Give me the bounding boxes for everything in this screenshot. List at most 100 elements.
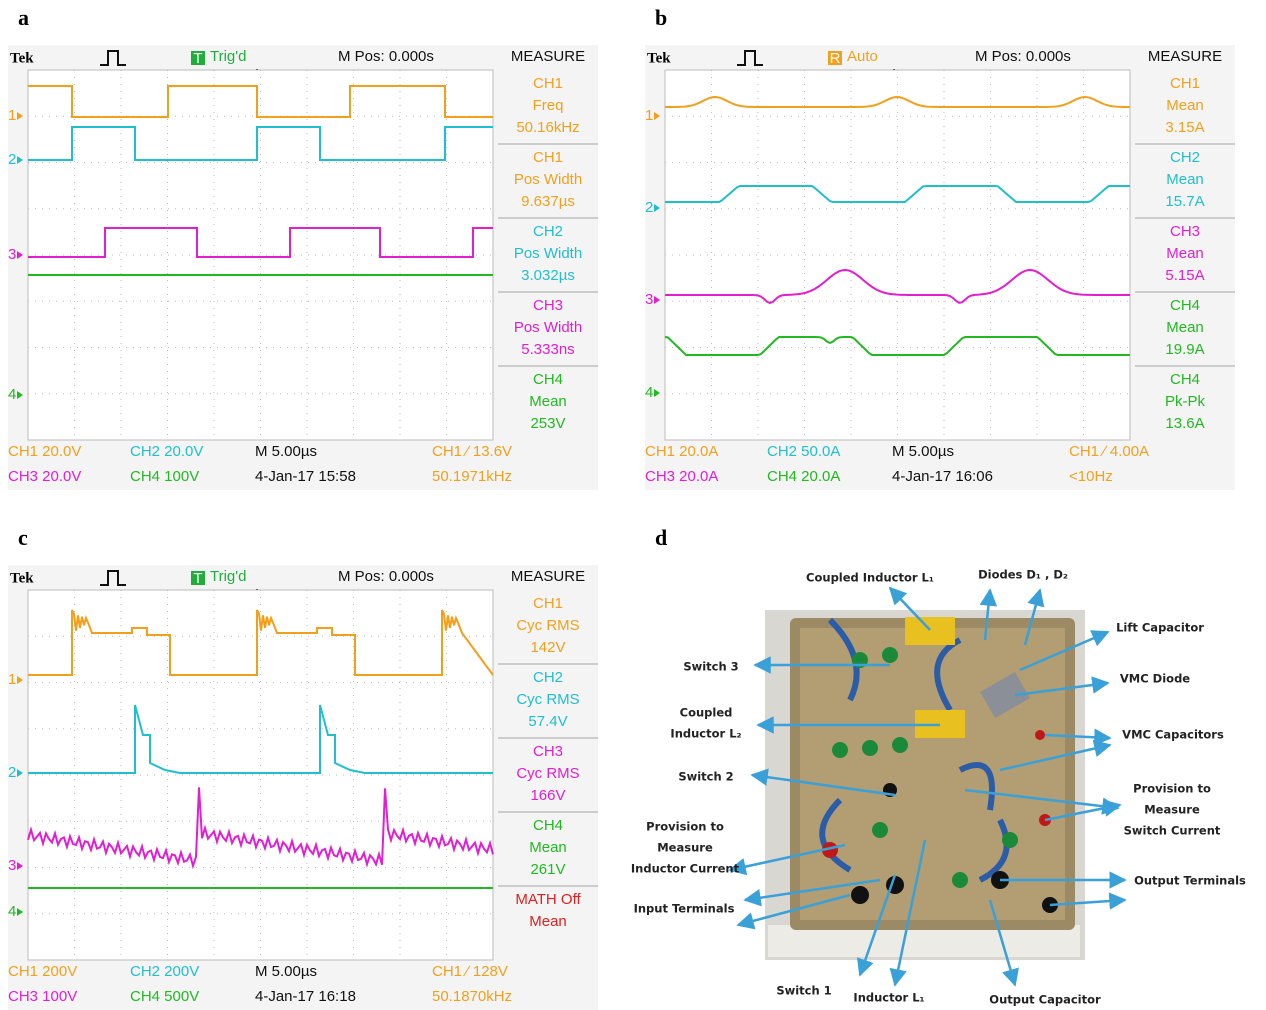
measure-text: Mean xyxy=(1166,245,1204,262)
channel-marker: 4 xyxy=(645,384,653,401)
channel-marker: 4 xyxy=(8,386,16,403)
measure-text: CH2 xyxy=(1170,149,1200,166)
position: M Pos: 0.000s xyxy=(338,568,434,585)
callout-text: Diodes D₁ , D₂ xyxy=(978,568,1068,582)
trigger-icon: R xyxy=(830,50,841,67)
callout-text: Inductor L₁ xyxy=(853,991,924,1005)
footer-text: CH1 ∕ 13.6V xyxy=(432,443,512,460)
brand: Tek xyxy=(10,570,34,586)
channel-marker: 3 xyxy=(8,857,16,874)
trigger-state: Trig'd xyxy=(210,48,246,65)
channel-marker: 2 xyxy=(8,151,16,168)
position: M Pos: 0.000s xyxy=(975,48,1071,65)
measure-text: CH1 xyxy=(533,595,563,612)
measure-text: 3.15A xyxy=(1165,119,1204,136)
measure-title: MEASURE xyxy=(511,568,585,585)
screen xyxy=(665,70,1130,440)
callout-text: Output Terminals xyxy=(1134,874,1246,888)
footer-text: CH1 200V xyxy=(8,963,77,980)
panel-label: a xyxy=(18,5,29,30)
measure-text: 166V xyxy=(530,787,565,804)
measure-text: Cyc RMS xyxy=(516,691,579,708)
measure-text: 19.9A xyxy=(1165,341,1204,358)
callout-text: Coupled Inductor L₁ xyxy=(806,571,934,585)
measure-text: CH3 xyxy=(533,743,563,760)
channel-marker: 4 xyxy=(8,903,16,920)
measure-text: CH2 xyxy=(533,223,563,240)
channel-marker: 3 xyxy=(8,246,16,263)
oscilloscope: TekTTrig'dM Pos: 0.000sMEASURE1234CH1Cyc… xyxy=(8,565,598,1010)
measure-text: CH1 xyxy=(533,75,563,92)
callout-text: Provision to xyxy=(1133,782,1211,796)
callout-text: Output Capacitor xyxy=(989,993,1101,1007)
measure-text: Pos Width xyxy=(514,171,582,188)
footer-text: CH3 100V xyxy=(8,988,77,1005)
measure-text: Mean xyxy=(1166,319,1204,336)
brand: Tek xyxy=(10,50,34,66)
callout-text: Switch 1 xyxy=(776,984,831,998)
footer-text: CH3 20.0V xyxy=(8,468,81,485)
measure-title: MEASURE xyxy=(1148,48,1222,65)
measure-text: 5.15A xyxy=(1165,267,1204,284)
measure-text: Cyc RMS xyxy=(516,765,579,782)
footer-text: M 5.00µs xyxy=(892,443,954,460)
channel-marker: 1 xyxy=(645,107,653,124)
measure-text: CH4 xyxy=(1170,297,1200,314)
footer-text: CH1 ∕ 4.00A xyxy=(1069,443,1149,460)
footer-text: CH3 20.0A xyxy=(645,468,718,485)
measure-title: MEASURE xyxy=(511,48,585,65)
footer-text: 50.1971kHz xyxy=(432,468,512,485)
callout-text: Measure xyxy=(657,841,713,855)
footer-text: CH1 20.0V xyxy=(8,443,81,460)
position: M Pos: 0.000s xyxy=(338,48,434,65)
channel-marker: 2 xyxy=(645,199,653,216)
footer-text: CH4 500V xyxy=(130,988,199,1005)
measure-text: MATH Off xyxy=(515,891,581,908)
measure-text: Mean xyxy=(529,839,567,856)
callout-text: Provision to xyxy=(646,820,724,834)
measure-text: 253V xyxy=(530,415,565,432)
measure-text: 9.637µs xyxy=(521,193,575,210)
footer-text: 4-Jan-17 16:18 xyxy=(255,988,356,1005)
measure-text: Mean xyxy=(529,913,567,930)
callout-text: Inductor Current xyxy=(631,862,740,876)
measure-text: Mean xyxy=(529,393,567,410)
measure-text: CH1 xyxy=(1170,75,1200,92)
footer-text: 4-Jan-17 15:58 xyxy=(255,468,356,485)
callout-text: Measure xyxy=(1144,803,1200,817)
footer-text: CH2 20.0V xyxy=(130,443,203,460)
measure-text: Freq xyxy=(533,97,564,114)
measure-text: 3.032µs xyxy=(521,267,575,284)
measure-text: Mean xyxy=(1166,97,1204,114)
footer-text: M 5.00µs xyxy=(255,963,317,980)
footer-text: CH4 20.0A xyxy=(767,468,840,485)
footer-text: 4-Jan-17 16:06 xyxy=(892,468,993,485)
panel-label: b xyxy=(655,5,667,30)
measure-text: 15.7A xyxy=(1165,193,1204,210)
callout-text: Switch 2 xyxy=(678,770,733,784)
measure-text: CH2 xyxy=(533,669,563,686)
channel-marker: 1 xyxy=(8,671,16,688)
footer-text: CH4 100V xyxy=(130,468,199,485)
measure-text: 57.4V xyxy=(528,713,567,730)
figure: abcdTekTTrig'dM Pos: 0.000sMEASURE1234CH… xyxy=(0,0,1266,1010)
measure-text: CH1 xyxy=(533,149,563,166)
callout-text: Switch 3 xyxy=(683,660,738,674)
measure-text: Pos Width xyxy=(514,245,582,262)
trigger-icon: T xyxy=(193,570,202,587)
measure-text: 50.16kHz xyxy=(516,119,579,136)
footer-text: M 5.00µs xyxy=(255,443,317,460)
callout-text: Switch Current xyxy=(1124,824,1221,838)
measure-text: Cyc RMS xyxy=(516,617,579,634)
measure-text: CH3 xyxy=(533,297,563,314)
measure-text: 5.333ns xyxy=(521,341,574,358)
footer-text: CH1 20.0A xyxy=(645,443,718,460)
measure-text: 142V xyxy=(530,639,565,656)
trigger-icon: T xyxy=(193,50,202,67)
footer-text: CH2 50.0A xyxy=(767,443,840,460)
footer-text: CH2 200V xyxy=(130,963,199,980)
brand: Tek xyxy=(647,50,671,66)
callout-text: Input Terminals xyxy=(634,902,735,916)
